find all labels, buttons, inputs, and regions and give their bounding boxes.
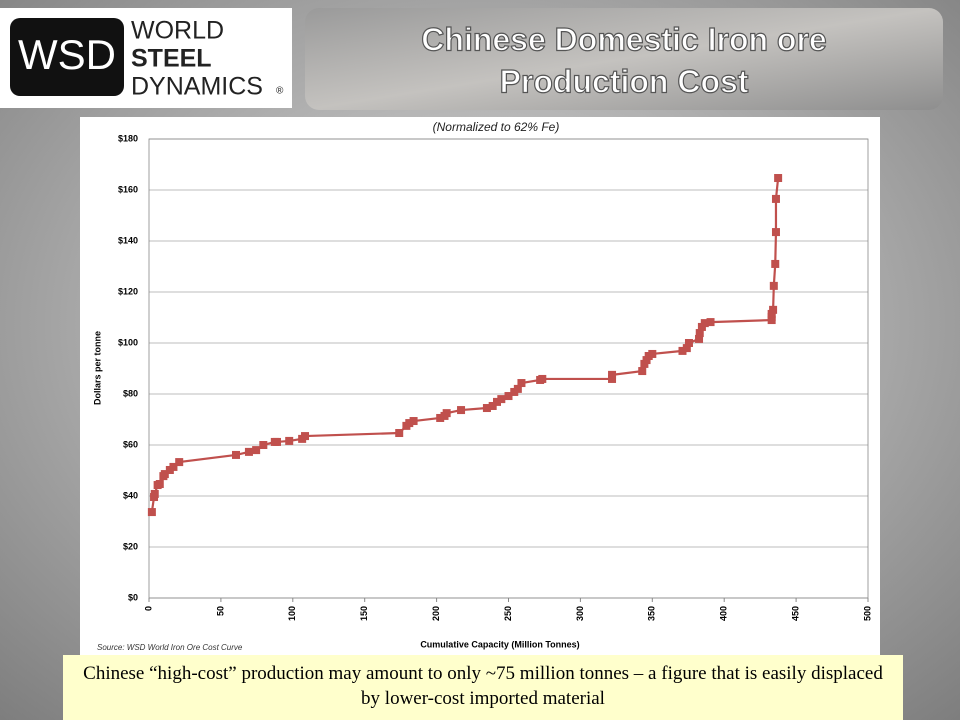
y-axis-label: Dollars per tonne [92, 331, 102, 405]
point [492, 397, 501, 406]
point [695, 334, 704, 343]
chart-subtitle: (Normalized to 62% Fe) [433, 120, 560, 134]
point [457, 406, 466, 415]
point [642, 356, 651, 365]
point [767, 309, 776, 318]
point [608, 370, 617, 379]
point [405, 419, 414, 428]
logo-line: STEEL [131, 45, 212, 73]
point [252, 446, 261, 455]
point [706, 318, 715, 327]
y-tick-label: $140 [118, 235, 138, 245]
point [231, 450, 240, 459]
point [638, 367, 647, 376]
x-tick-label: 250 [503, 606, 513, 621]
point [684, 339, 693, 347]
y-tick-label: $160 [118, 184, 138, 194]
point [442, 409, 451, 418]
point [771, 259, 780, 268]
x-tick-label: 200 [431, 606, 441, 621]
point [608, 374, 617, 383]
logo-line: WORLD [131, 17, 224, 45]
x-axis-label: Cumulative Capacity (Million Tonnes) [420, 639, 579, 649]
logo-line: DYNAMICS [131, 73, 263, 101]
y-tick-label: $0 [128, 592, 138, 602]
point [504, 392, 513, 401]
point [497, 395, 506, 404]
point [395, 429, 404, 438]
point [155, 480, 164, 489]
point [700, 319, 709, 328]
point [244, 447, 253, 456]
point [774, 174, 783, 183]
plot: $0 $20 $40 $60 $80 $100 $120 $140 $160 $180 0 50 100… [118, 133, 872, 621]
point [648, 349, 657, 358]
logo-box [10, 18, 124, 96]
point [436, 413, 445, 422]
point [175, 458, 184, 467]
x-tick-label: 100 [287, 606, 297, 621]
title-line: Chinese Domestic Iron ore [421, 21, 826, 57]
point [259, 441, 268, 449]
y-tick-label: $60 [123, 439, 138, 449]
x-tick-label: 350 [647, 606, 657, 621]
point [409, 417, 418, 426]
y-tick-label: $80 [123, 388, 138, 398]
point [285, 436, 294, 445]
title-line: Production Cost [500, 63, 749, 99]
x-tick-label: 50 [215, 606, 225, 616]
x-tick-label: 500 [862, 606, 872, 621]
source-note: Source: WSD World Iron Ore Cost Curve [97, 643, 243, 652]
y-tick-label: $40 [123, 490, 138, 500]
point [272, 437, 281, 446]
point [682, 344, 691, 353]
x-tick-label: 400 [719, 606, 729, 621]
point [488, 401, 497, 410]
x-tick-label: 450 [790, 606, 800, 621]
x-tick-label: 0 [143, 606, 153, 611]
logo-registered: ® [276, 86, 284, 97]
y-tick-label: $120 [118, 286, 138, 296]
point [538, 374, 547, 383]
x-tick-label: 150 [359, 606, 369, 621]
chart-area [80, 117, 880, 655]
point [769, 281, 778, 290]
point [147, 508, 156, 517]
title: Chinese Domestic Iron ore Production Cos… [421, 21, 828, 100]
point [301, 432, 310, 441]
point [160, 470, 169, 479]
point [695, 329, 704, 338]
title-banner [305, 8, 943, 110]
x-tick-label: 300 [575, 606, 585, 621]
point [169, 462, 178, 471]
point [517, 379, 526, 388]
y-tick-label: $20 [123, 541, 138, 551]
point [771, 228, 780, 237]
point [150, 489, 159, 498]
point [513, 384, 522, 393]
point [678, 346, 687, 355]
point [769, 305, 778, 314]
point [771, 194, 780, 203]
y-tick-label: $100 [118, 337, 138, 347]
point [482, 404, 491, 413]
y-tick-label: $180 [118, 133, 138, 143]
caption: Chinese “high-cost” production may amoun… [63, 655, 903, 720]
logo-mark: WSD [18, 31, 116, 78]
